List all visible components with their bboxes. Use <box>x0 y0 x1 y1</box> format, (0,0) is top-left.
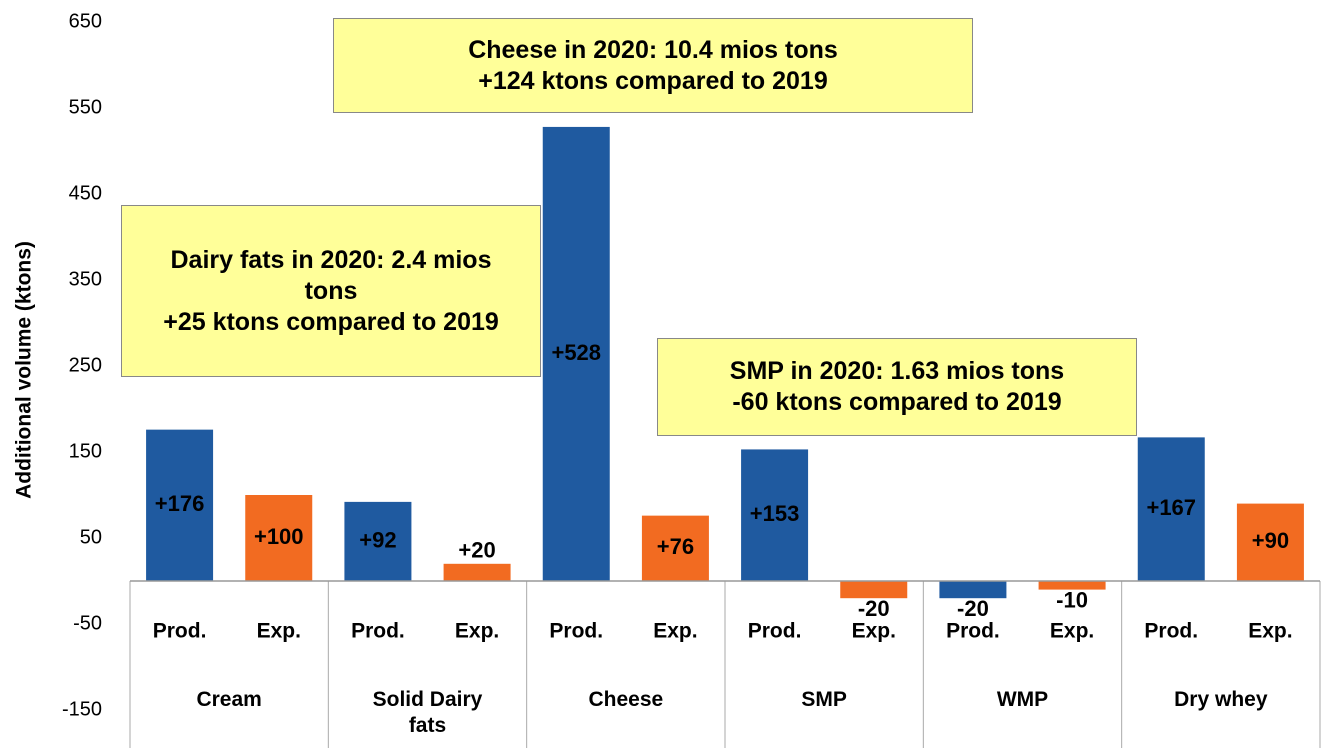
data-label: -20 <box>957 596 989 621</box>
x-sub-label: Prod. <box>549 620 603 643</box>
y-tick-label: 350 <box>69 268 102 290</box>
y-tick-label: 450 <box>69 182 102 204</box>
x-sub-label: Exp. <box>1248 620 1292 643</box>
data-label: +167 <box>1146 495 1196 520</box>
bar <box>542 126 610 582</box>
bar <box>443 563 511 581</box>
y-axis-label: Additional volume (ktons) <box>13 241 36 499</box>
bar <box>741 449 809 581</box>
y-tick-label: 550 <box>69 96 102 118</box>
x-group-label: Solid Dairy fats <box>372 688 483 737</box>
bar <box>146 429 214 581</box>
x-group-label: WMP <box>996 688 1049 711</box>
annotation-box: Dairy fats in 2020: 2.4 mios tons +25 kto… <box>121 205 541 377</box>
bar <box>641 515 709 581</box>
annotation-box: SMP in 2020: 1.63 mios tons -60 ktons com… <box>657 338 1137 436</box>
x-sub-label: Prod. <box>1144 620 1198 643</box>
data-label: +100 <box>254 524 304 549</box>
x-sub-label: Exp. <box>455 620 499 643</box>
data-label: +176 <box>155 491 205 516</box>
annotation-text: Cheese in 2020: 10.4 mios tons <box>468 35 838 64</box>
x-sub-label: Prod. <box>748 620 802 643</box>
annotation-box: Cheese in 2020: 10.4 mios tons +124 ktons… <box>333 18 973 113</box>
x-group-label: Cream <box>196 688 262 711</box>
annotation-text: SMP in 2020: 1.63 mios tons <box>729 357 1065 385</box>
data-label: +528 <box>551 340 601 365</box>
data-label: +20 <box>458 538 495 563</box>
x-group-label: Cheese <box>588 688 664 711</box>
x-group-label: SMP <box>801 688 847 711</box>
y-tick-label: -150 <box>62 698 102 720</box>
annotation-text: +124 ktons compared to 2019 <box>478 66 828 95</box>
x-sub-label: Prod. <box>153 620 207 643</box>
y-tick-label: -50 <box>73 612 102 634</box>
bar <box>1236 503 1304 581</box>
data-label: +76 <box>657 534 694 559</box>
bar <box>344 501 412 581</box>
bar <box>1137 437 1205 581</box>
x-sub-label: Exp. <box>852 620 896 643</box>
x-sub-label: Exp. <box>257 620 301 643</box>
data-label: +92 <box>359 527 396 552</box>
bar <box>1038 581 1106 590</box>
annotation-text: +25 ktons compared to 2019 <box>163 307 499 336</box>
bar <box>840 581 908 599</box>
x-sub-label: Exp. <box>1050 620 1094 643</box>
data-label: -10 <box>1056 587 1088 612</box>
bar <box>939 581 1007 599</box>
annotation-text: -60 ktons compared to 2019 <box>732 388 1062 416</box>
y-tick-label: 150 <box>69 440 102 462</box>
x-group-label: Dry whey <box>1174 688 1268 711</box>
y-tick-label: 650 <box>69 10 102 32</box>
x-sub-label: Exp. <box>653 620 697 643</box>
x-sub-label: Prod. <box>946 620 1000 643</box>
data-label: +90 <box>1252 528 1289 553</box>
y-tick-label: 250 <box>69 354 102 376</box>
x-sub-label: Prod. <box>351 620 405 643</box>
bar <box>245 495 313 581</box>
y-tick-label: 50 <box>80 526 102 548</box>
data-label: +153 <box>750 501 800 526</box>
annotation-text: Dairy fats in 2020: 2.4 mios tons <box>170 245 492 305</box>
data-label: -20 <box>858 596 890 621</box>
